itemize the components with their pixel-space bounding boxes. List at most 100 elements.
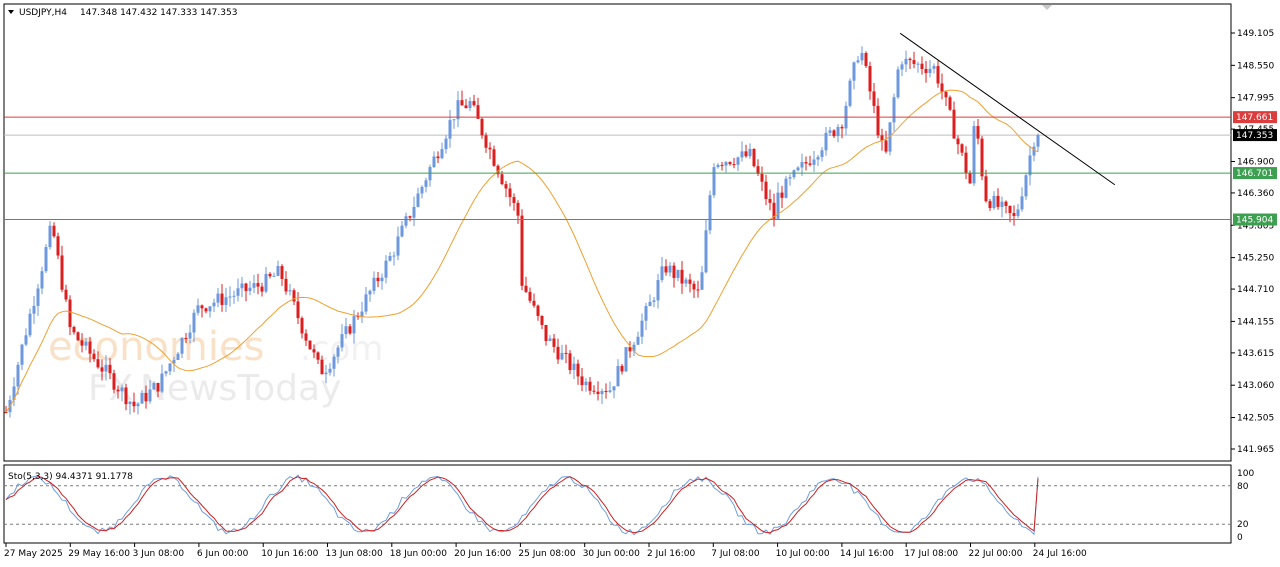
candle-body [792,170,796,178]
candle-body [856,60,860,63]
support_1-price-tag-label: 146.701 [1236,169,1273,179]
stochastic-tick-label: 80 [1237,482,1249,492]
candle-body [64,289,68,300]
time-tick-label: 17 Jul 08:00 [904,549,958,559]
time-tick-label: 25 Jun 08:00 [518,549,575,559]
candle-body [544,324,548,341]
time-tick-label: 10 Jun 16:00 [261,549,318,559]
candle-body [412,206,416,218]
candle-body [460,100,464,106]
candle-body [824,132,828,151]
candle-body [316,352,320,360]
candle-body [440,149,444,159]
time-tick-label: 22 Jul 00:00 [969,549,1023,559]
candle-body [996,195,1000,207]
symbol-label: USDJPY,H4 [19,8,67,18]
candle-body [184,338,188,340]
price-tick-label: 146.900 [1237,157,1274,167]
candle-body [1008,205,1012,214]
candle-body [332,356,336,369]
candle-body [952,109,956,139]
candle-body [780,192,784,198]
candle-body [276,266,280,276]
candle-body [376,277,380,282]
candle-body [536,305,540,316]
candle-body [972,126,976,184]
watermark-line2: NewsToday [140,368,341,409]
candle-body [400,225,404,237]
candle-body [40,271,44,289]
stochastic-tick-label: 100 [1237,469,1254,479]
candle-body [1020,196,1024,210]
candle-body [96,359,100,368]
scroll-marker-icon[interactable] [1042,5,1052,10]
candle-body [456,100,460,120]
candle-body [800,162,804,168]
candle-body [1000,201,1004,207]
candle-body [28,313,32,336]
candle-body [320,359,324,375]
candle-body [700,272,704,290]
candle-body [736,157,740,165]
candle-body [408,216,412,218]
candle-body [104,364,108,372]
candle-body [788,177,792,179]
candle-body [916,63,920,65]
candle-body [568,353,572,371]
candle-body [984,176,988,202]
candle-body [472,101,476,106]
time-tick-label: 6 Jun 00:00 [197,549,249,559]
watermark: economies .com FX NewsToday [48,324,383,409]
stochastic-layer: 100 80 20 0 [4,469,1254,543]
candle-body [464,105,468,108]
price-axis: 149.105148.550147.995147.455146.900146.3… [1231,29,1277,455]
candle-body [884,140,888,152]
candle-body [392,255,396,257]
candle-body [636,336,640,345]
candle-body [168,363,172,372]
candle-body [364,294,368,312]
time-tick-label: 2 Jul 16:00 [647,549,696,559]
candle-body [676,269,680,278]
time-tick-label: 29 May 16:00 [68,549,130,559]
candle-body [652,300,656,302]
candle-body [300,318,304,334]
support_2-price-tag-label: 145.904 [1236,216,1273,226]
candle-body [36,288,40,306]
candle-body [404,216,408,226]
candle-body [628,347,632,352]
candle-body [880,135,884,141]
candle-body [668,265,672,273]
candle-body [84,341,88,346]
candle-body [272,275,276,277]
candle-body [416,193,420,207]
candle-body [528,291,532,301]
candle-body [960,144,964,153]
candle-body [220,293,224,305]
horizontal-levels-layer [4,116,1231,221]
stochastic-plot-frame [3,464,1232,544]
candle-body [360,311,364,317]
candle-body [108,364,112,374]
price-tick-label: 145.805 [1237,221,1274,231]
candle-body [1004,201,1008,206]
candle-body [152,382,156,390]
candle-body [520,215,524,286]
candle-body [116,389,120,392]
collapse-triangle-icon[interactable] [8,10,14,14]
stochastic-main-line [5,474,1039,536]
candle-body [604,390,608,393]
candle-body [52,225,56,237]
price-tick-label: 144.710 [1237,285,1274,295]
candle-body [864,52,868,67]
candle-body [756,166,760,174]
candle-body [216,293,220,303]
candle-body [128,401,132,405]
price-tick-label: 145.250 [1237,254,1274,264]
price-tick-label: 141.965 [1237,445,1274,455]
trendline-layer [899,32,1116,186]
candle-body [380,277,384,282]
candle-body [928,68,932,73]
candle-body [556,346,560,360]
candle-body [564,352,568,354]
